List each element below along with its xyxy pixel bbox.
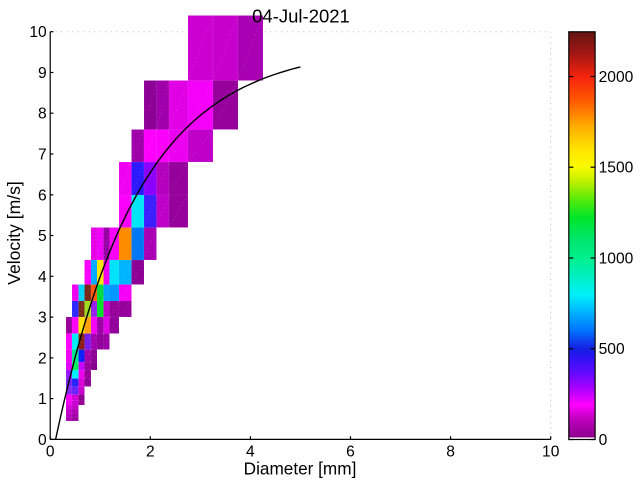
svg-text:1: 1 bbox=[38, 391, 47, 408]
svg-text:Diameter [mm]: Diameter [mm] bbox=[244, 458, 357, 478]
svg-text:1000: 1000 bbox=[599, 251, 634, 268]
svg-text:10: 10 bbox=[542, 444, 560, 461]
svg-text:4: 4 bbox=[246, 444, 255, 461]
svg-text:8: 8 bbox=[38, 106, 47, 123]
svg-text:5: 5 bbox=[38, 228, 47, 245]
svg-text:0: 0 bbox=[46, 444, 55, 461]
svg-text:500: 500 bbox=[599, 341, 625, 358]
svg-text:4: 4 bbox=[38, 269, 47, 286]
svg-text:04-Jul-2021: 04-Jul-2021 bbox=[252, 5, 350, 26]
svg-text:10: 10 bbox=[29, 24, 47, 41]
svg-text:6: 6 bbox=[38, 187, 47, 204]
svg-text:1500: 1500 bbox=[599, 160, 634, 177]
svg-text:8: 8 bbox=[446, 444, 455, 461]
svg-text:3: 3 bbox=[38, 310, 47, 327]
svg-text:Velocity [m/s]: Velocity [m/s] bbox=[4, 181, 24, 285]
svg-text:6: 6 bbox=[346, 444, 355, 461]
svg-text:9: 9 bbox=[38, 65, 47, 82]
svg-text:2000: 2000 bbox=[599, 69, 634, 86]
svg-text:2: 2 bbox=[146, 444, 155, 461]
svg-text:2: 2 bbox=[38, 350, 47, 367]
svg-text:7: 7 bbox=[38, 147, 47, 164]
svg-text:0: 0 bbox=[599, 432, 608, 449]
svg-text:0: 0 bbox=[38, 432, 47, 449]
